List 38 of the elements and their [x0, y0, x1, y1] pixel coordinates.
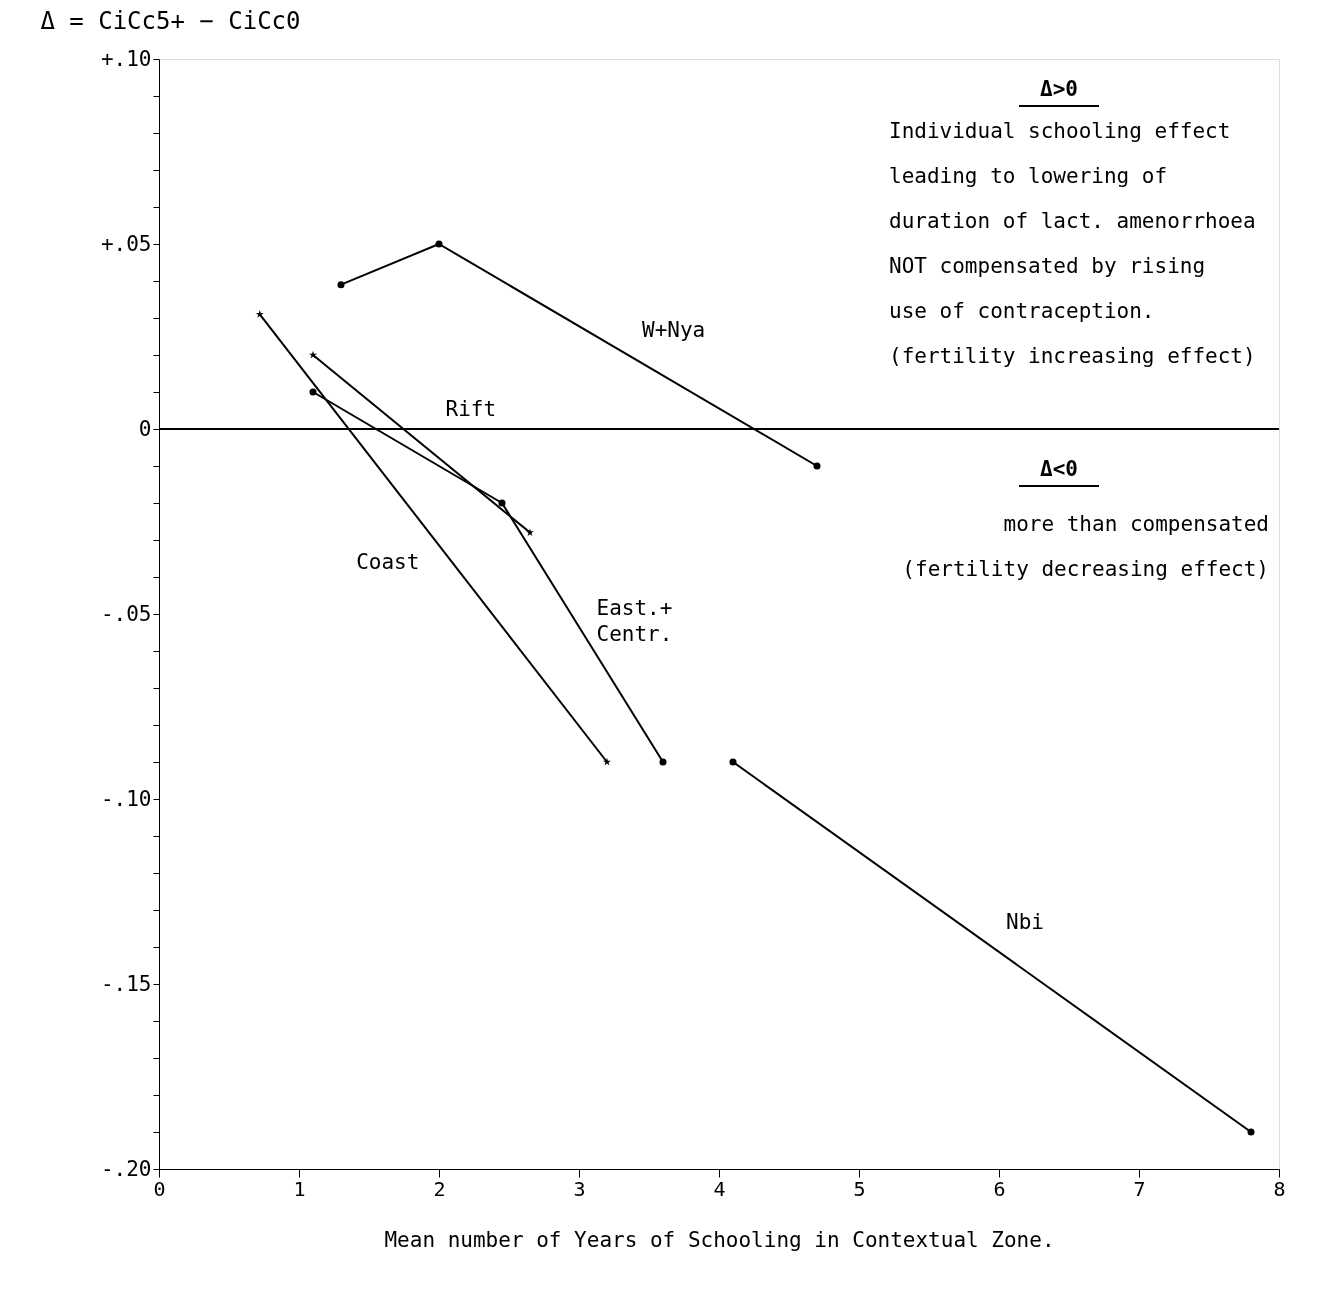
y-tick-label: -.15 [100, 971, 152, 996]
point [1247, 1128, 1255, 1136]
point [255, 310, 264, 318]
point [729, 758, 737, 766]
point [659, 758, 667, 766]
annotation: more than compensated (fertility decreasing effect) [902, 512, 1269, 581]
y-tick-label: +.10 [100, 46, 152, 71]
x-tick-label: 8 [1273, 1176, 1286, 1201]
y-tick-label: -.20 [100, 1156, 152, 1181]
annotation: Individual schooling effect leading to lowering of duration of lact. amenorrhoea NOT compensated by rising use of contraception. (fertility increasing effect) [889, 119, 1256, 368]
series-label: Nbi [1006, 910, 1044, 934]
point [337, 281, 345, 289]
x-tick-label: 5 [853, 1176, 866, 1201]
point [498, 499, 506, 507]
series-label: Coast [356, 550, 420, 575]
point [309, 350, 317, 359]
point [309, 388, 317, 396]
x-tick-label: 3 [573, 1176, 586, 1201]
point [813, 462, 821, 470]
y-tick-label: +.05 [100, 231, 152, 256]
y-tick-label: -.05 [100, 601, 152, 626]
series-label: W+Nya [642, 318, 706, 342]
chart-title: Δ = CiCc5+ − CiCc0 [40, 7, 301, 35]
x-tick-label: 4 [713, 1176, 726, 1201]
y-tick-label: -.10 [100, 786, 152, 811]
x-tick-label: 2 [433, 1176, 446, 1201]
point [435, 240, 443, 248]
y-tick-label: 0 [138, 416, 152, 441]
x-tick-label: 6 [993, 1176, 1006, 1201]
x-tick-label: 7 [1133, 1176, 1146, 1201]
x-tick-label: 1 [293, 1176, 306, 1201]
x-axis-title: Mean number of Years of Schooling in Contextual Zone. [384, 1227, 1055, 1252]
point [526, 528, 534, 536]
series-label: Rift [445, 396, 497, 421]
series-label: East.+ Centr. [596, 595, 673, 646]
point [603, 757, 611, 766]
annotation: Δ>0 [1040, 77, 1078, 101]
annotation: Δ<0 [1040, 457, 1078, 481]
